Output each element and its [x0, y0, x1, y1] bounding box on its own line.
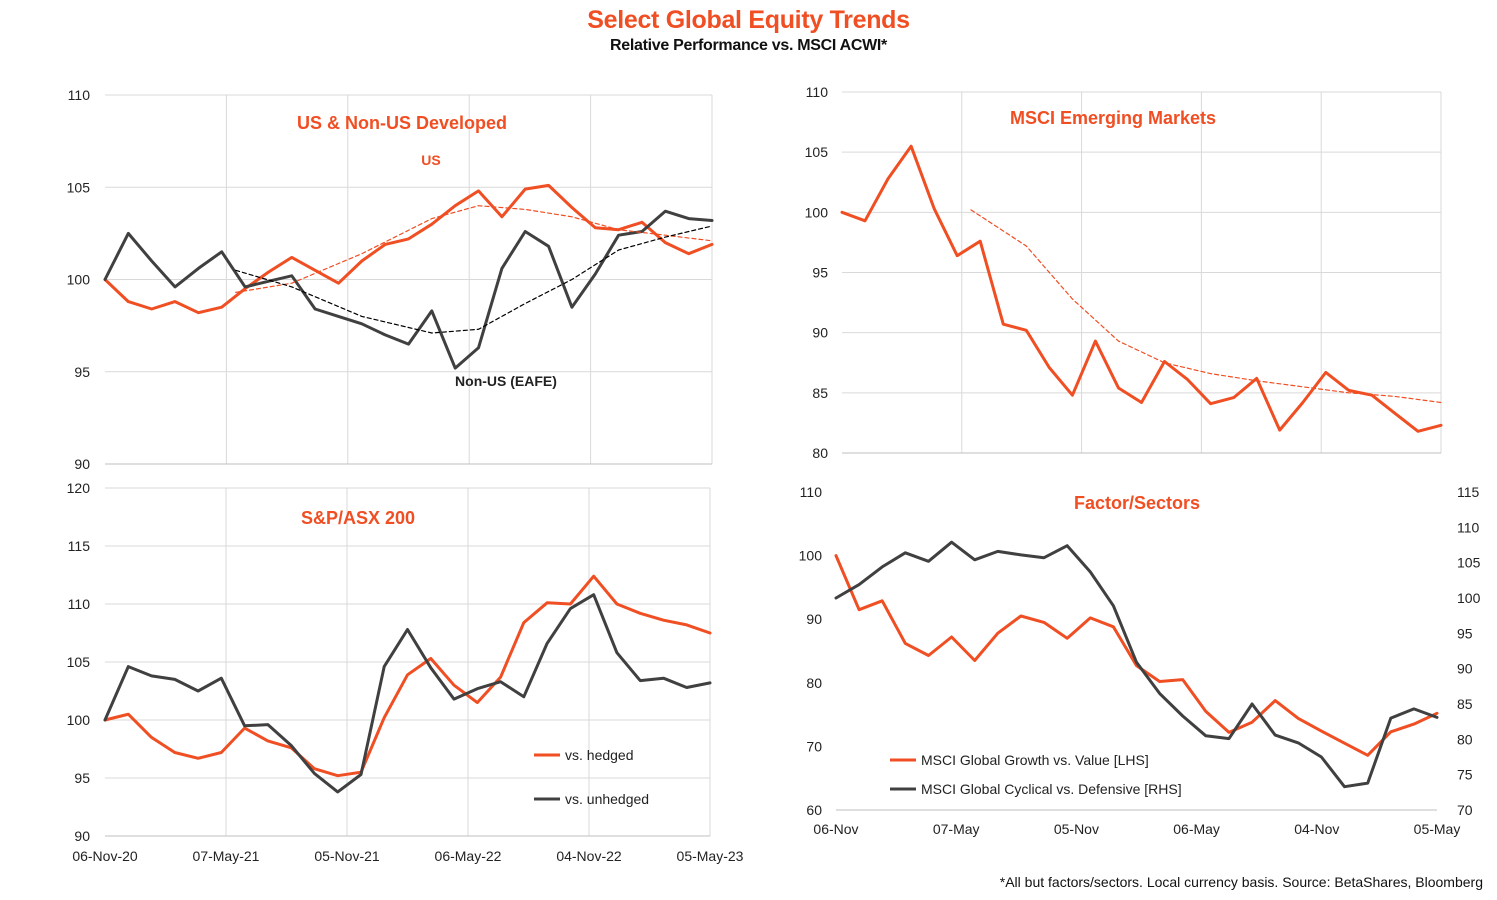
x-tick-label: 07-May-21: [193, 848, 260, 864]
x-tick-label: 06-May-22: [435, 848, 502, 864]
y-tick-label: 90: [74, 456, 90, 472]
legend-label: MSCI Global Growth vs. Value [LHS]: [921, 752, 1149, 768]
y2-tick-label: 85: [1457, 696, 1473, 712]
y2-tick-label: 100: [1457, 590, 1481, 606]
x-tick-label: 06-Nov: [813, 821, 858, 837]
legend-label: vs. unhedged: [565, 791, 649, 807]
y-tick-label: 80: [812, 445, 828, 461]
y-tick-label: 120: [67, 480, 91, 496]
series-line-us-1: [103, 209, 714, 370]
x-tick-label: 05-May: [1414, 821, 1461, 837]
y-tick-label: 110: [68, 596, 91, 612]
y2-tick-label: 95: [1457, 625, 1473, 641]
series-line-em-0: [840, 144, 1443, 433]
y-tick-label: 110: [806, 84, 829, 100]
series-line-factors-0: [834, 554, 1439, 757]
panel-title: Factor/Sectors: [1074, 493, 1200, 513]
x-tick-label: 05-Nov: [1054, 821, 1099, 837]
x-tick-label: 05-May-23: [677, 848, 744, 864]
y2-tick-label: 75: [1457, 767, 1473, 783]
y-tick-label: 100: [799, 548, 823, 564]
series-annotation: Non-US (EAFE): [455, 373, 557, 389]
y-tick-label: 85: [812, 385, 828, 401]
legend-label: MSCI Global Cyclical vs. Defensive [RHS]: [921, 781, 1182, 797]
y-tick-label: 115: [68, 538, 91, 554]
trend-line-em-1: [970, 209, 1442, 404]
chart-title: Select Global Equity Trends: [587, 6, 910, 34]
y-tick-label: 80: [806, 675, 822, 691]
panel-title: S&P/ASX 200: [301, 508, 415, 528]
y-tick-label: 100: [67, 272, 91, 288]
y-tick-label: 90: [74, 828, 90, 844]
y-tick-label: 110: [68, 87, 91, 103]
y-tick-label: 105: [805, 144, 829, 160]
y-tick-label: 95: [812, 265, 828, 281]
y-tick-label: 95: [74, 364, 90, 380]
y-tick-label: 100: [67, 712, 91, 728]
y2-tick-label: 80: [1457, 731, 1473, 747]
y2-tick-label: 70: [1457, 802, 1473, 818]
x-tick-label: 06-Nov-20: [72, 848, 138, 864]
trend-line-us-3: [235, 225, 713, 334]
source-note: *All but factors/sectors. Local currency…: [999, 874, 1483, 890]
y2-tick-label: 105: [1457, 555, 1481, 571]
panel-title: MSCI Emerging Markets: [1010, 108, 1216, 128]
y2-tick-label: 90: [1457, 661, 1473, 677]
y-tick-label: 90: [812, 325, 828, 341]
series-annotation: US: [421, 152, 440, 168]
y-tick-label: 70: [806, 738, 822, 754]
series-line-factors-1: [834, 540, 1439, 789]
panel-title: US & Non-US Developed: [297, 113, 507, 133]
x-tick-label: 06-May: [1173, 821, 1220, 837]
y-tick-label: 110: [800, 484, 823, 500]
y-tick-label: 90: [806, 611, 822, 627]
y-tick-label: 100: [805, 204, 829, 220]
y-tick-label: 105: [67, 179, 91, 195]
legend-label: vs. hedged: [565, 747, 634, 763]
trend-line-us-2: [235, 205, 713, 293]
series-line-asx-1: [103, 593, 712, 794]
y2-tick-label: 110: [1457, 519, 1480, 535]
y-tick-label: 60: [806, 802, 822, 818]
y-tick-label: 105: [67, 654, 91, 670]
x-tick-label: 05-Nov-21: [314, 848, 380, 864]
y-tick-label: 95: [74, 770, 90, 786]
x-tick-label: 07-May: [933, 821, 980, 837]
x-tick-label: 04-Nov: [1294, 821, 1339, 837]
series-line-us-0: [103, 183, 714, 315]
x-tick-label: 04-Nov-22: [556, 848, 622, 864]
series-line-asx-0: [103, 574, 712, 778]
chart-subtitle: Relative Performance vs. MSCI ACWI*: [609, 37, 887, 54]
y2-tick-label: 115: [1457, 484, 1480, 500]
